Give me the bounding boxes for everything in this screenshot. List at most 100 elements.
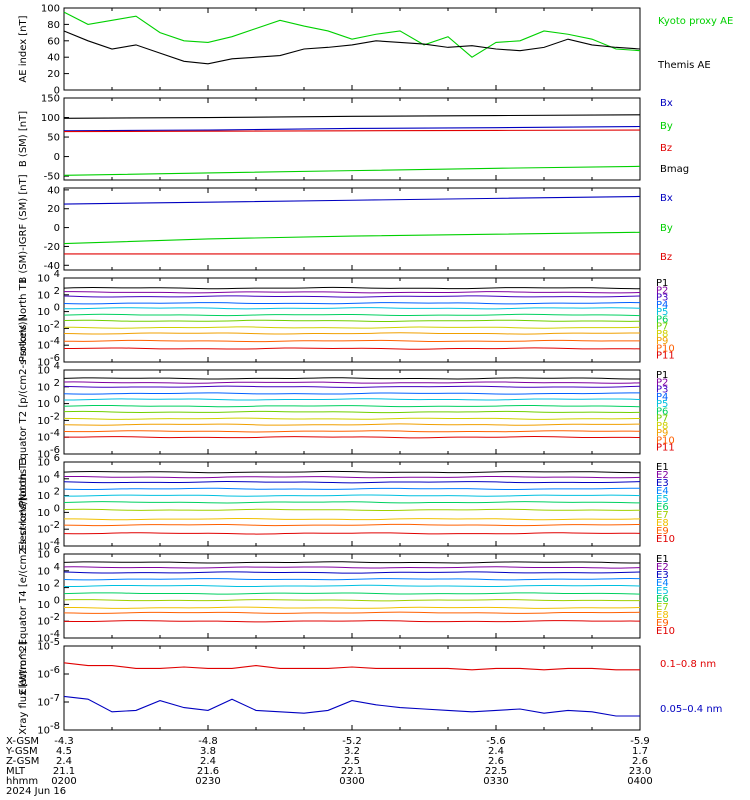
panel-2: B (SM) [nT] -50 0 50 100 150 [18,94,641,183]
series-line-1 [63,125,641,132]
panel-5: Protons Equator T2 [p/(cm2-s-sr-keV)] 10-… [18,317,675,506]
y-axis-label: Electrons Equator T4 [e/(cm2-s-sr-keV)] [18,497,29,694]
y-tick-label: 10 [37,642,50,653]
x-cell-x: -4.8 [198,736,218,747]
y-tick-label: 10 [37,566,50,577]
y-tick-label: 10 [37,399,50,410]
y-tick-label: 10 [37,583,50,594]
series-line-1 [63,11,641,58]
x-cell-mlt: 22.5 [485,766,507,777]
x-cell-z: 2.5 [344,756,360,767]
channel-line-E2 [63,475,641,479]
x-row-label: Z-GSM [6,756,39,767]
series-line-2 [63,30,641,65]
y-tick-label: 50 [47,133,60,144]
legend-entry: E4 [656,486,669,497]
legend-entry: E8 [656,518,669,529]
channel-line-P5 [63,398,641,401]
x-cell-x: -4.3 [54,736,74,747]
legend-entry: P11 [656,351,675,362]
channel-line-P4 [63,302,641,305]
x-cell-mlt: 22.1 [341,766,363,777]
channel-line-E4 [63,487,641,491]
channel-line-P1 [63,286,641,290]
y-tick-label: 10 [37,324,50,335]
channel-line-E10 [63,620,641,623]
legend-entry: E5 [656,586,669,597]
y-tick-label: 10 [37,382,50,393]
y-axis-label: Protons North T1 [18,278,29,362]
channel-line-E7 [63,508,641,512]
legend-entry: E9 [656,618,669,629]
legend-bx: Bx [660,98,673,109]
legend-entry: P7 [656,414,668,425]
legend-entry: E7 [656,510,669,521]
legend-entry: P6 [656,314,668,325]
panel-1: AE index [nT] 0 20 40 60 80 100 [18,4,641,97]
x-cell-y: 1.7 [632,746,648,757]
y-tick-label: 10 [37,341,50,352]
channel-line-P2 [63,291,641,294]
y-tick-label: 40 [47,53,60,64]
y-tick-label: 10 [37,307,50,318]
x-cell-z: 2.6 [632,756,648,767]
y-tick-exponent: -2 [50,319,60,330]
y-tick-exponent: -4 [50,428,60,439]
y-tick-label: 10 [37,450,50,461]
series-line-4 [63,114,641,119]
channel-line-P9 [63,332,641,335]
channel-line-P10 [63,430,641,433]
y-tick-label: 40 [47,185,60,196]
series-line-1 [63,662,640,671]
series-line-2 [63,231,641,245]
legend-kyoto-ae: Kyoto proxy AE [658,16,733,27]
channel-line-E1 [63,561,641,564]
y-tick-label: 0 [54,86,60,97]
y-tick-exponent: 4 [54,269,60,280]
y-tick-label: -50 [44,172,60,183]
y-tick-exponent: 0 [54,503,60,514]
panel-frame [63,553,641,639]
legend-entry: P3 [656,293,668,304]
legend-entry: P5 [656,399,668,410]
y-axis-label: AE index [nT] [18,15,29,82]
series-line-2 [63,165,641,176]
x-cell-y: 3.2 [344,746,360,757]
x-cell-mlt: 21.1 [53,766,75,777]
channel-line-E4 [63,578,641,581]
channel-line-E9 [63,523,641,527]
x-cell-z: 2.6 [488,756,504,767]
x-cell-mlt: 21.6 [197,766,219,777]
channel-line-E5 [63,494,641,497]
channel-line-E3 [63,481,641,484]
legend-entry: P8 [656,421,668,432]
channel-line-E9 [63,611,641,614]
y-tick-label: 10 [37,458,50,469]
y-tick-label: 10 [37,358,50,369]
y-tick-exponent: 4 [54,562,60,573]
legend-entry: P9 [656,336,668,347]
channel-line-E8 [63,517,641,521]
channel-line-E6 [63,592,641,595]
series-line-1 [63,195,641,205]
series-line-2 [63,695,640,717]
y-tick-label: 10 [37,550,50,561]
panel-frame [63,277,641,363]
x-cell-z: 2.4 [56,756,72,767]
series-line-3 [63,129,641,133]
channel-line-E10 [63,532,641,535]
x-cell-hhmm: 0230 [195,776,220,787]
legend-entry: P6 [656,406,668,417]
y-tick-label: 10 [37,290,50,301]
y-tick-exponent: 6 [54,545,60,556]
y-tick-label: 10 [37,726,50,737]
y-tick-exponent: 0 [54,595,60,606]
panel-frame [63,7,641,91]
channel-line-P11 [63,436,641,439]
y-axis-label: B (SM) [nT] [18,111,29,167]
channel-line-E6 [63,501,641,504]
y-tick-exponent: -5 [50,637,60,648]
y-tick-exponent: 2 [54,487,60,498]
